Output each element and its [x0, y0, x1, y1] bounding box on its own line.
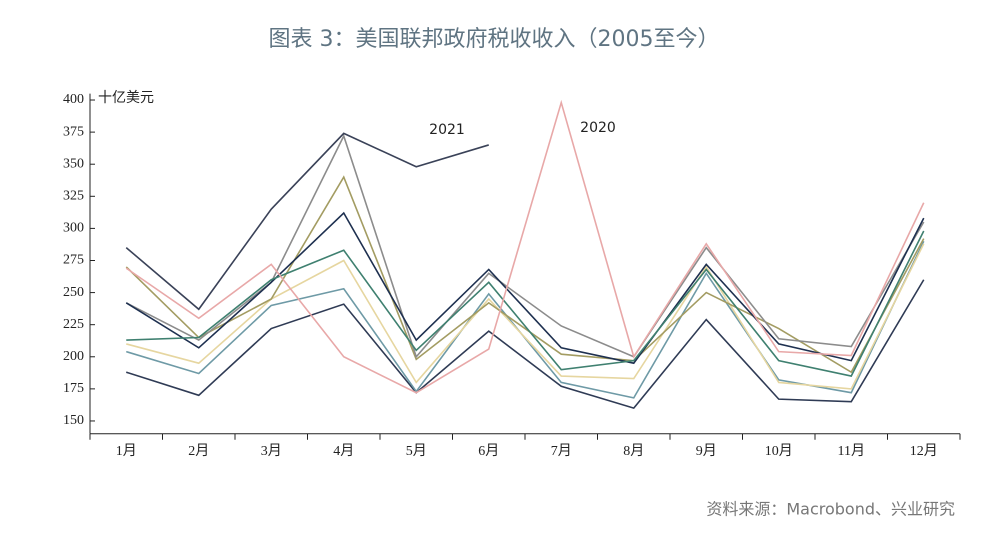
x-tick-label: 12月 — [910, 443, 938, 459]
x-tick-label: 8月 — [623, 443, 644, 459]
x-tick-label: 6月 — [478, 443, 499, 459]
x-tick-label: 10月 — [765, 443, 793, 459]
y-tick-label: 375 — [63, 124, 84, 139]
series-line — [126, 279, 925, 410]
y-tick-label: 300 — [63, 221, 84, 236]
y-tick-label: 225 — [63, 317, 84, 332]
chart-title: 图表 3：美国联邦政府税收收入（2005至今） — [269, 27, 720, 52]
y-tick-label: 275 — [63, 253, 84, 268]
y-tick-label: 175 — [63, 381, 84, 396]
series-line — [125, 132, 489, 311]
series-line — [125, 133, 925, 359]
series-line — [126, 240, 925, 399]
x-tick-label: 11月 — [838, 443, 865, 459]
y-tick-label: 350 — [63, 156, 84, 171]
x-tick-label: 4月 — [333, 443, 354, 459]
series-line — [125, 175, 925, 374]
x-tick-label: 3月 — [261, 443, 282, 459]
y-tick-label: 250 — [63, 285, 84, 300]
y-tick-label: 200 — [63, 349, 84, 364]
y-tick-label: 325 — [63, 189, 84, 204]
series-line — [126, 230, 925, 377]
y-tick-label: 150 — [63, 413, 84, 428]
series-line — [125, 211, 925, 365]
y-tick-label: 400 — [63, 92, 84, 107]
series-line — [126, 243, 925, 390]
x-tick-label: 7月 — [551, 443, 572, 459]
series-line — [125, 99, 925, 394]
x-tick-label: 1月 — [116, 443, 137, 459]
x-tick-label: 2月 — [188, 443, 209, 459]
series-label: 2020 — [580, 120, 616, 136]
source: 资料来源：Macrobond、兴业研究 — [706, 500, 955, 519]
series-label: 2021 — [429, 122, 465, 138]
x-tick-label: 5月 — [406, 443, 427, 459]
y-axis-label: 十亿美元 — [98, 90, 154, 106]
x-tick-label: 9月 — [696, 443, 717, 459]
